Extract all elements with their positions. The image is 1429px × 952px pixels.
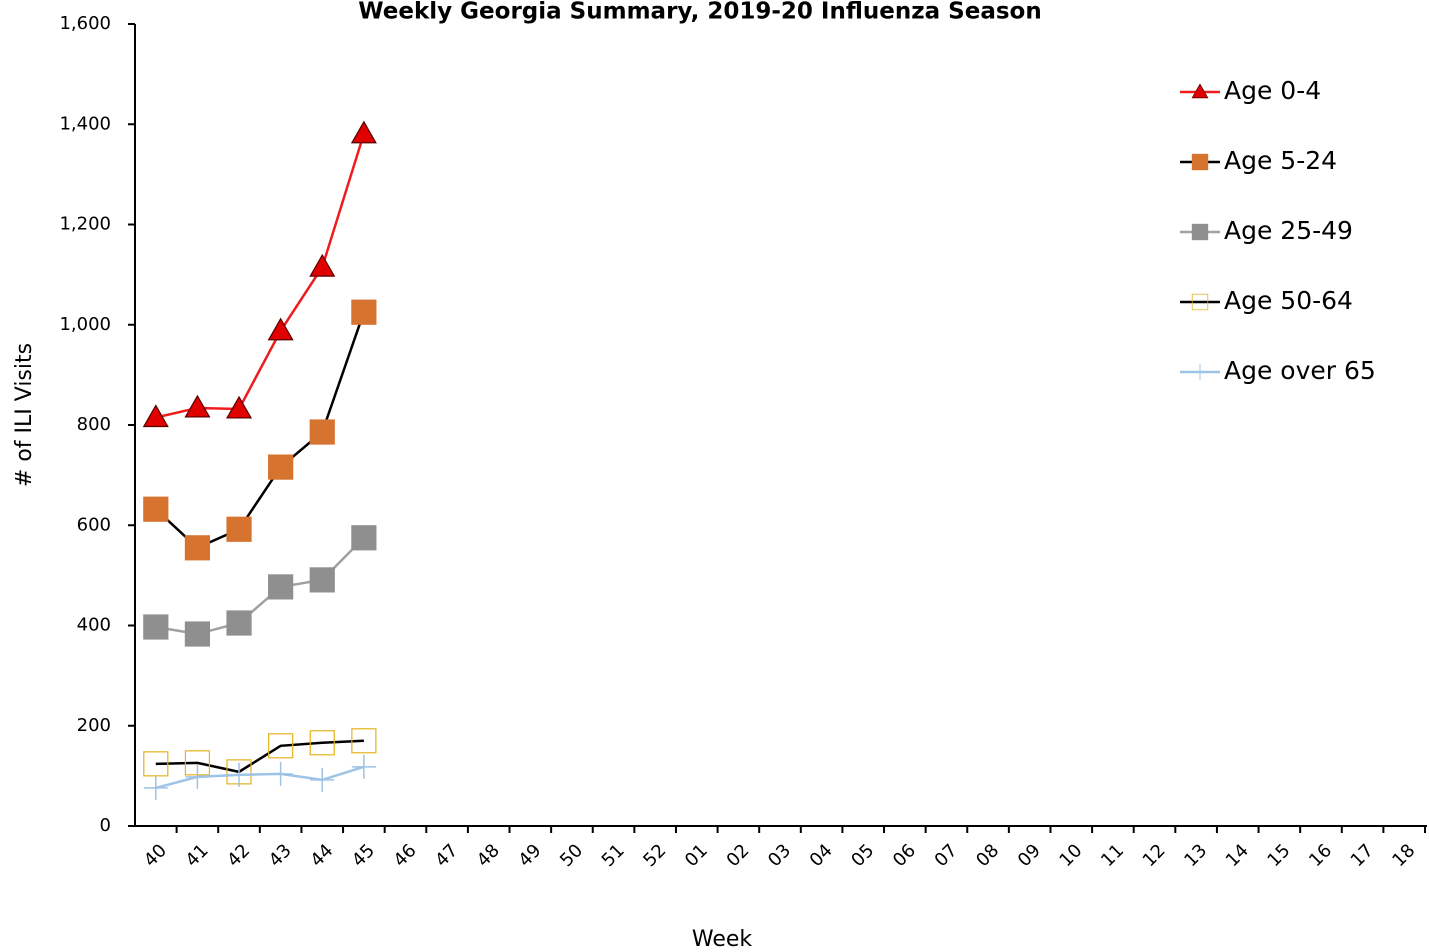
x-tick-label: 03: [764, 840, 795, 871]
legend-marker: [1191, 293, 1209, 311]
data-point: [143, 614, 169, 640]
x-tick-label: 01: [681, 840, 712, 871]
x-tick-label: 49: [514, 840, 545, 871]
legend-marker: [1191, 223, 1209, 241]
y-tick-label: 1,600: [59, 13, 111, 34]
data-point: [351, 299, 377, 325]
data-point: [143, 751, 169, 777]
x-tick-label: 17: [1347, 840, 1378, 871]
legend-marker: [1192, 364, 1208, 380]
legend-marker: [1191, 83, 1209, 99]
x-tick-label: 02: [723, 840, 754, 871]
legend-label: Age 5-24: [1224, 146, 1337, 175]
legend-label: Age 50-64: [1224, 286, 1353, 315]
x-tick-label: 08: [972, 840, 1003, 871]
x-axis-label: Week: [692, 927, 753, 952]
x-tick-label: 42: [223, 840, 254, 871]
data-point: [309, 253, 336, 277]
data-point: [268, 574, 294, 600]
x-tick-label: 47: [431, 840, 462, 871]
data-point: [142, 404, 169, 428]
data-point: [351, 525, 377, 551]
chart-title: Weekly Georgia Summary, 2019-20 Influenz…: [358, 0, 1041, 25]
data-point: [226, 516, 252, 542]
x-tick-label: 41: [182, 840, 213, 871]
data-point: [143, 496, 169, 522]
data-point: [225, 395, 253, 419]
y-tick-label: 400: [77, 615, 111, 636]
x-tick-label: 16: [1305, 840, 1336, 871]
data-point: [309, 730, 335, 756]
x-tick-label: 14: [1222, 840, 1253, 871]
x-tick-label: 40: [140, 840, 171, 871]
legend-label: Age 25-49: [1224, 216, 1353, 245]
y-tick-label: 1,400: [59, 113, 111, 134]
x-tick-label: 50: [556, 840, 587, 871]
data-point: [268, 454, 294, 480]
series-line: [155, 765, 365, 790]
series-line: [155, 739, 364, 774]
x-tick-label: 12: [1139, 840, 1170, 871]
x-tick-label: 45: [348, 840, 379, 871]
x-tick-label: 43: [265, 840, 296, 871]
x-tick-label: 15: [1263, 840, 1294, 871]
data-point: [309, 419, 335, 445]
x-tick-label: 51: [598, 840, 629, 871]
data-point: [185, 764, 210, 789]
data-point: [143, 775, 168, 800]
x-tick-label: 10: [1055, 840, 1086, 871]
data-point: [351, 728, 377, 754]
y-tick-label: 1,000: [59, 314, 111, 335]
x-tick-label: 18: [1388, 840, 1419, 871]
data-point: [268, 733, 294, 759]
x-tick-label: 13: [1180, 840, 1211, 871]
y-tick-label: 200: [77, 715, 111, 736]
y-axis-label: # of ILI Visits: [12, 343, 37, 487]
data-point: [184, 394, 211, 418]
legend-marker: [1191, 153, 1209, 171]
data-point: [309, 567, 335, 593]
x-tick-label: 04: [806, 840, 837, 871]
data-point: [184, 535, 211, 561]
data-point: [227, 762, 252, 787]
data-point: [267, 317, 294, 341]
x-tick-label: 46: [390, 840, 421, 871]
data-point: [226, 610, 252, 636]
x-tick-label: 07: [931, 840, 962, 871]
y-tick-label: 0: [100, 815, 111, 836]
data-point: [350, 120, 377, 144]
legend-label: Age over 65: [1224, 356, 1376, 385]
x-tick-label: 11: [1097, 840, 1128, 871]
x-tick-label: 44: [306, 840, 337, 871]
data-point: [268, 761, 293, 786]
y-tick-label: 1,200: [59, 214, 111, 235]
x-tick-label: 52: [639, 840, 670, 871]
y-tick-label: 800: [77, 414, 111, 435]
legend-label: Age 0-4: [1224, 76, 1321, 105]
data-point: [310, 767, 335, 792]
x-tick-label: 48: [473, 840, 504, 871]
data-point: [351, 754, 376, 779]
x-tick-label: 05: [847, 840, 878, 871]
y-tick-label: 600: [77, 514, 111, 535]
x-tick-label: 09: [1014, 840, 1045, 871]
x-tick-label: 06: [889, 840, 920, 871]
data-point: [184, 621, 211, 647]
